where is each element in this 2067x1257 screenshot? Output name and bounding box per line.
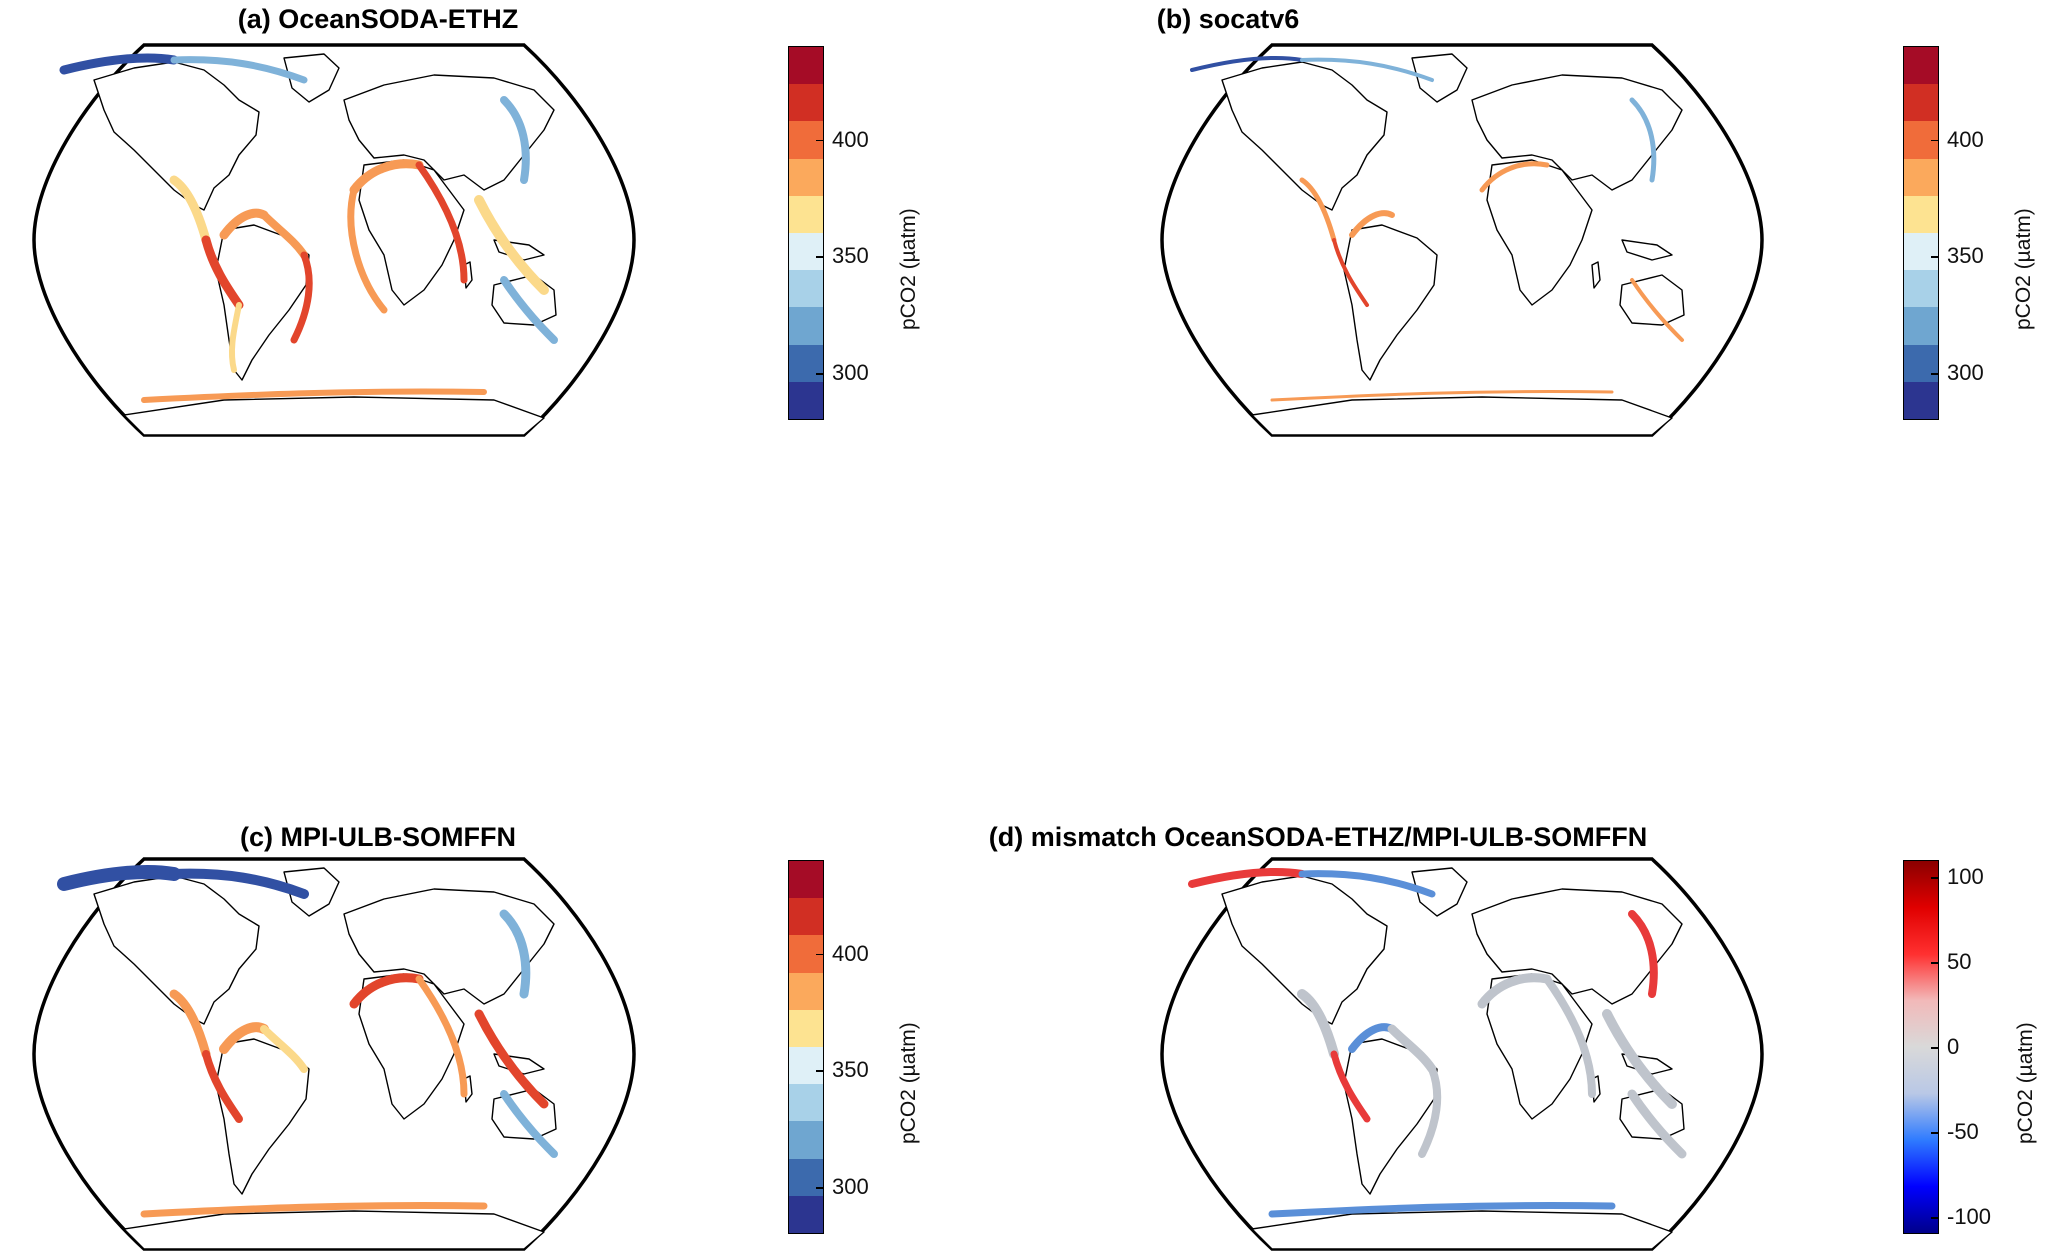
colorbar-tick — [816, 256, 824, 258]
colorbar-tick-label: 350 — [832, 243, 869, 269]
colorbar-tick-label: 400 — [832, 126, 869, 152]
colorbar-tick-label: 300 — [1947, 360, 1984, 386]
colorbar-segment — [1904, 344, 1938, 382]
colorbar-segment — [789, 1121, 823, 1159]
colorbar-tick — [816, 1187, 824, 1189]
colorbar-tick — [1931, 139, 1939, 141]
colorbar-segment — [789, 898, 823, 936]
colorbar-tick-label: 300 — [832, 360, 869, 386]
panel-title: (d) mismatch OceanSODA-ETHZ/MPI-ULB-SOMF… — [988, 822, 1648, 852]
colorbar-tick-label: -100 — [1947, 1204, 1992, 1229]
colorbar-tick-label: 350 — [1947, 243, 1984, 269]
colorbar-tick — [1931, 1047, 1939, 1049]
colorbar-segment — [789, 195, 823, 233]
colorbar-tick — [1931, 256, 1939, 258]
colorbar-segment — [789, 1047, 823, 1085]
panel-b: (b) socatv6 pCO2 (µatm) 400 350 300 — [1030, 0, 2067, 440]
colorbar-tick — [1931, 877, 1939, 879]
colorbar-segment — [1904, 233, 1938, 271]
colorbar-segment — [789, 307, 823, 345]
coastal-mismatch-layer — [1188, 868, 1687, 1218]
colorbar-tick — [1931, 962, 1939, 964]
world-map — [32, 43, 636, 437]
coastal-pco2-layer — [57, 865, 558, 1218]
coastal-pco2-layer — [59, 53, 558, 403]
colorbar-tick — [1931, 1217, 1939, 1219]
colorbar-tick — [816, 953, 824, 955]
colorbar-label: pCO2 (µatm) — [897, 1022, 920, 1144]
colorbar-segment — [789, 270, 823, 308]
colorbar-segment — [1904, 307, 1938, 345]
colorbar-segment — [1904, 381, 1938, 419]
colorbar — [1903, 46, 1939, 420]
colorbar — [788, 46, 824, 420]
colorbar-tick-label: 300 — [832, 1174, 869, 1200]
colorbar-tick-label: -50 — [1947, 1119, 1979, 1144]
colorbar-segment — [1904, 84, 1938, 122]
colorbar-tick — [1931, 373, 1939, 375]
colorbar-tick — [816, 139, 824, 141]
colorbar-segment — [1904, 158, 1938, 196]
panel-title: (b) socatv6 — [1156, 4, 1300, 34]
panel-a: (a) OceanSODA-ETHZ pCO2 (µatm) 400 350 300 — [0, 0, 1030, 440]
colorbar-segment — [789, 1084, 823, 1122]
panel-c: (c) MPI-ULB-SOMFFN pCO2 (µatm) 400 350 300 — [0, 810, 1030, 1257]
colorbar-tick-label: 100 — [1947, 864, 1984, 889]
colorbar-segment — [789, 233, 823, 271]
colorbar-label: pCO2 (µatm) — [2012, 208, 2035, 330]
world-map — [1160, 43, 1764, 437]
colorbar-label: pCO2 (µatm) — [2014, 1022, 2037, 1144]
colorbar-segment — [789, 344, 823, 382]
colorbar-label: pCO2 (µatm) — [897, 208, 920, 330]
colorbar-segment — [789, 972, 823, 1010]
colorbar-segment — [789, 47, 823, 85]
colorbar-segment — [1904, 195, 1938, 233]
world-map — [32, 857, 636, 1251]
colorbar — [788, 860, 824, 1234]
colorbar-segment — [1904, 270, 1938, 308]
colorbar-segment — [789, 1009, 823, 1047]
panel-d: (d) mismatch OceanSODA-ETHZ/MPI-ULB-SOMF… — [989, 810, 2067, 1257]
colorbar-tick — [816, 373, 824, 375]
coastal-pco2-layer — [1190, 56, 1684, 402]
panel-title: (a) OceanSODA-ETHZ — [237, 4, 519, 34]
colorbar-segment — [1904, 47, 1938, 85]
colorbar-segment — [789, 861, 823, 899]
colorbar-segment — [789, 1158, 823, 1196]
colorbar-segment — [789, 381, 823, 419]
panel-title: (c) MPI-ULB-SOMFFN — [240, 822, 516, 852]
colorbar-tick-label: 400 — [1947, 126, 1984, 152]
colorbar-tick-label: 50 — [1947, 949, 1972, 974]
colorbar-segment — [789, 1195, 823, 1233]
colorbar-tick — [1931, 1132, 1939, 1134]
colorbar-tick-label: 0 — [1947, 1034, 1960, 1059]
colorbar-segment — [789, 158, 823, 196]
colorbar-tick-label: 400 — [832, 940, 869, 966]
colorbar-segment — [789, 84, 823, 122]
colorbar-tick — [816, 1070, 824, 1072]
world-map — [1160, 857, 1764, 1251]
colorbar-tick-label: 350 — [832, 1057, 869, 1083]
